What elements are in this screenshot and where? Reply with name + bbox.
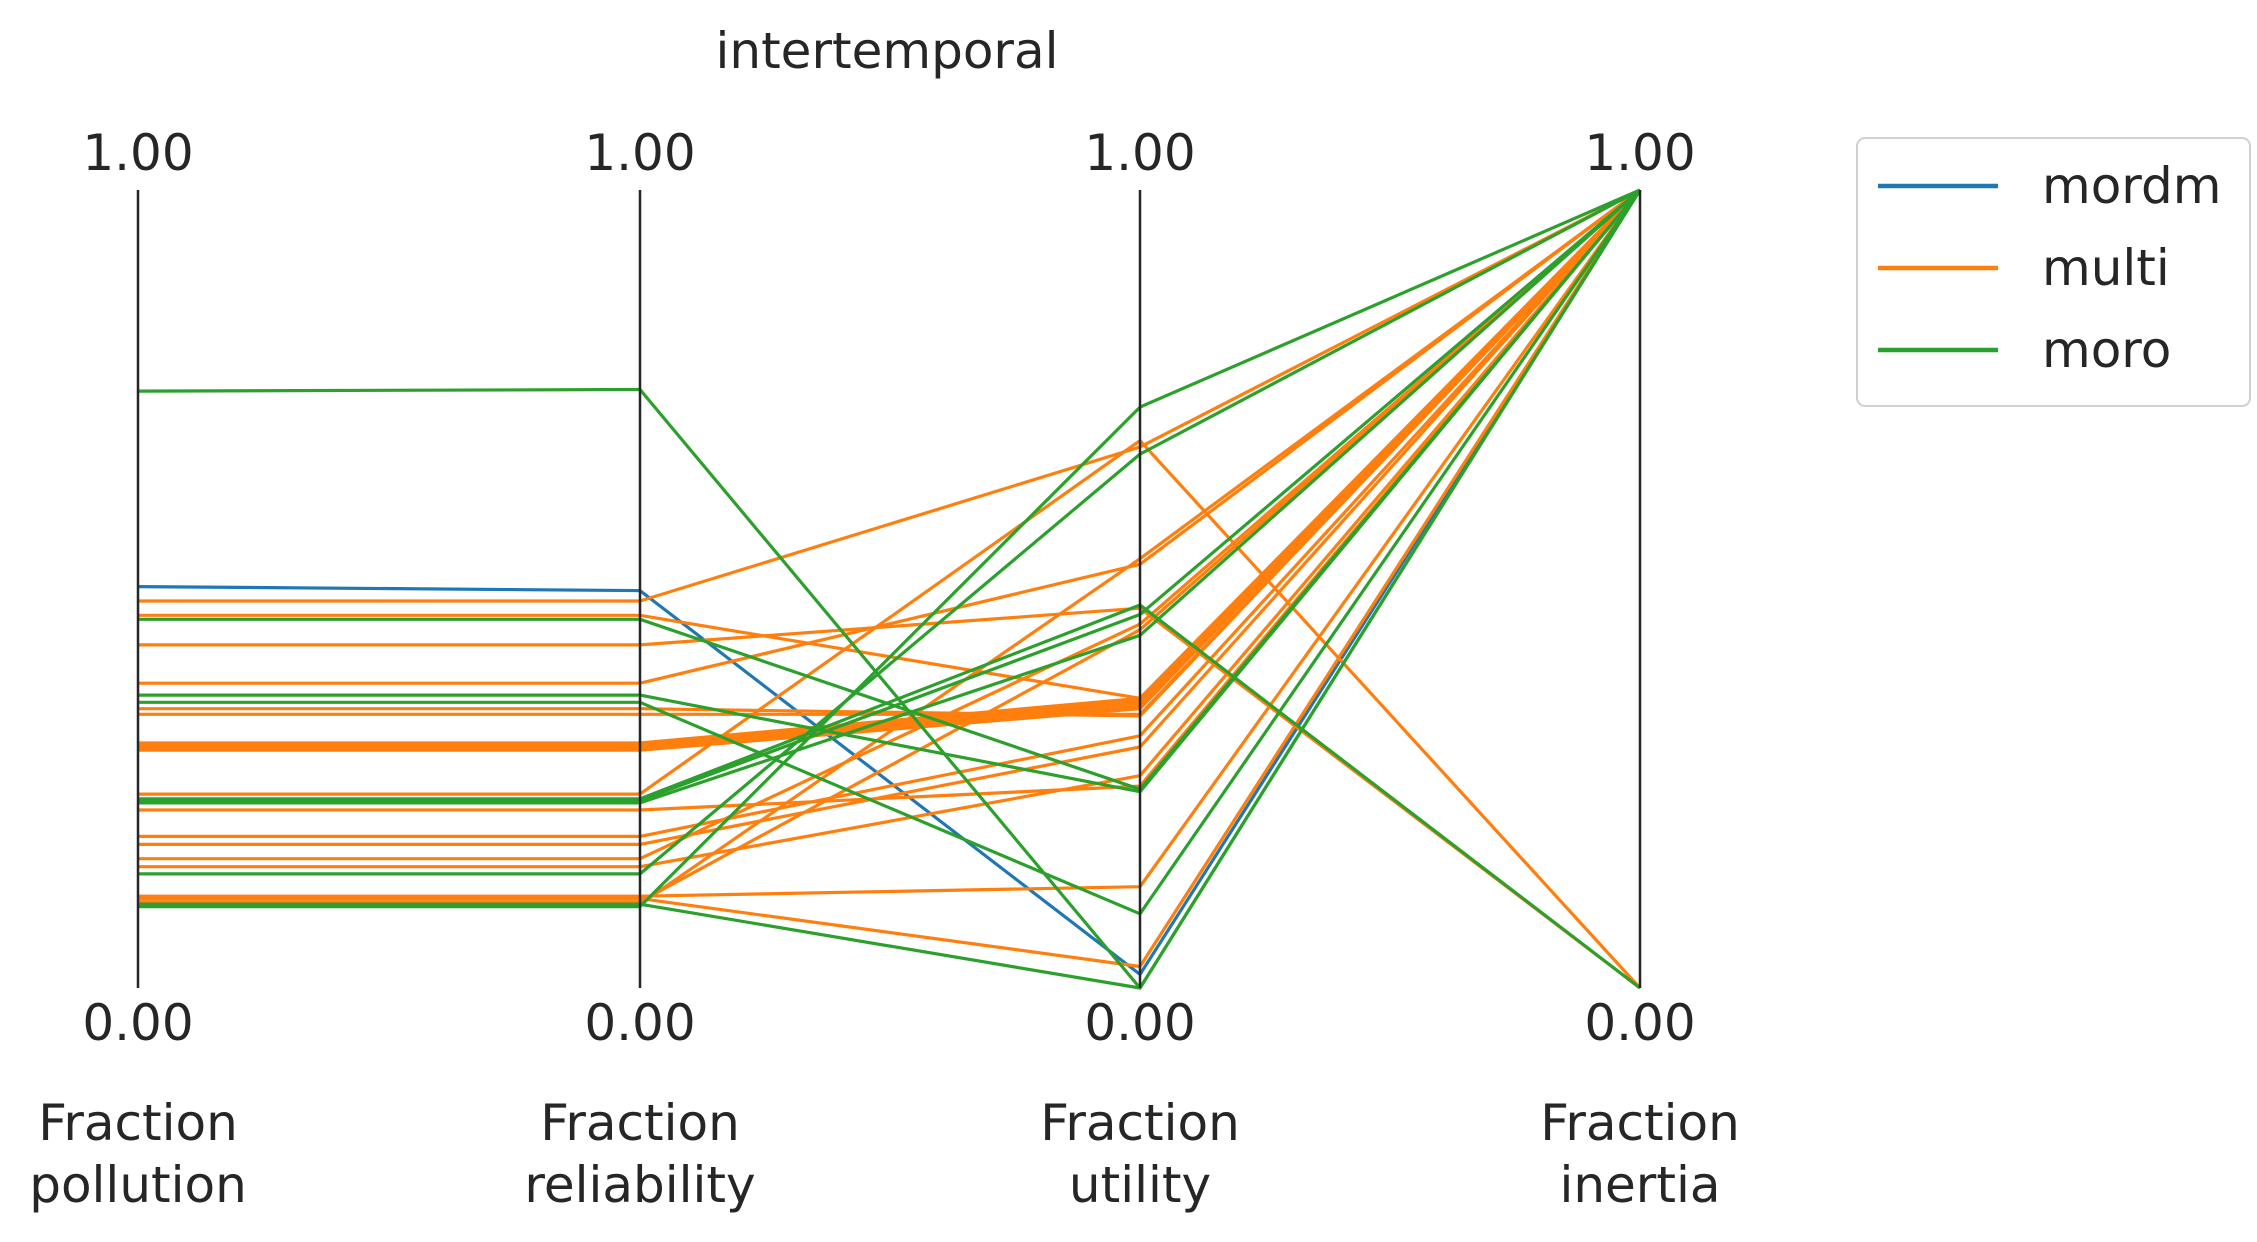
multi-line-11	[138, 439, 1642, 990]
multi-line-18	[138, 189, 1642, 969]
axis-title-2-line-1: utility	[1069, 1156, 1211, 1214]
axis-title-1-line-1: reliability	[524, 1156, 755, 1214]
axis-title-0-line-1: pollution	[29, 1156, 247, 1214]
axis-min-label-1: 0.00	[584, 994, 695, 1052]
axis-min-label-2: 0.00	[1084, 994, 1195, 1052]
moro-line-9	[138, 189, 1642, 916]
moro-line-2	[138, 188, 1642, 794]
axis-min-label-3: 0.00	[1584, 994, 1695, 1052]
axis-max-label-0: 1.00	[82, 124, 193, 182]
multi-line-12	[138, 188, 1642, 812]
multi-line-14	[138, 188, 1642, 846]
multi-line-0	[138, 188, 1641, 603]
legend-label-mordm: mordm	[2042, 157, 2221, 215]
axis-title-0-line-0: Fraction	[38, 1094, 238, 1152]
legend: mordm multi moro	[1856, 137, 2251, 407]
moro-line-7	[138, 189, 1642, 990]
mordm-line-0	[137, 189, 1642, 976]
legend-label-moro: moro	[2042, 321, 2171, 379]
axis-title-3-line-1: inertia	[1559, 1156, 1720, 1214]
multi-line-10	[138, 188, 1642, 752]
multi-line-15	[138, 188, 1642, 861]
multi-line-3	[138, 188, 1641, 685]
axis-max-label-2: 1.00	[1084, 124, 1195, 182]
moro-line-5	[138, 188, 1641, 876]
multi-line-7	[138, 188, 1642, 747]
multi-line-5	[138, 188, 1642, 716]
axis-max-label-1: 1.00	[584, 124, 695, 182]
axis-title-3-line-0: Fraction	[1540, 1094, 1740, 1152]
axis-min-label-0: 0.00	[82, 994, 193, 1052]
moro-line-1	[138, 188, 1642, 791]
moro-line-8	[138, 188, 1642, 805]
legend-label-multi: multi	[2042, 239, 2170, 297]
multi-line-1	[138, 188, 1642, 700]
chart-title: intertemporal	[716, 22, 1059, 80]
axis-title-1-line-0: Fraction	[540, 1094, 740, 1152]
moro-line-4	[138, 188, 1642, 803]
legend-box	[1856, 137, 2251, 407]
data-lines	[137, 188, 1642, 990]
axis-title-2-line-0: Fraction	[1040, 1094, 1240, 1152]
axis-max-label-3: 1.00	[1584, 124, 1695, 182]
multi-line-16	[138, 188, 1642, 869]
moro-line-6	[138, 188, 1641, 909]
multi-line-17	[138, 189, 1642, 898]
multi-line-19	[138, 188, 1642, 904]
multi-line-13	[138, 188, 1642, 838]
axes: 1.000.00Fractionpollution1.000.00Fractio…	[29, 124, 1740, 1214]
